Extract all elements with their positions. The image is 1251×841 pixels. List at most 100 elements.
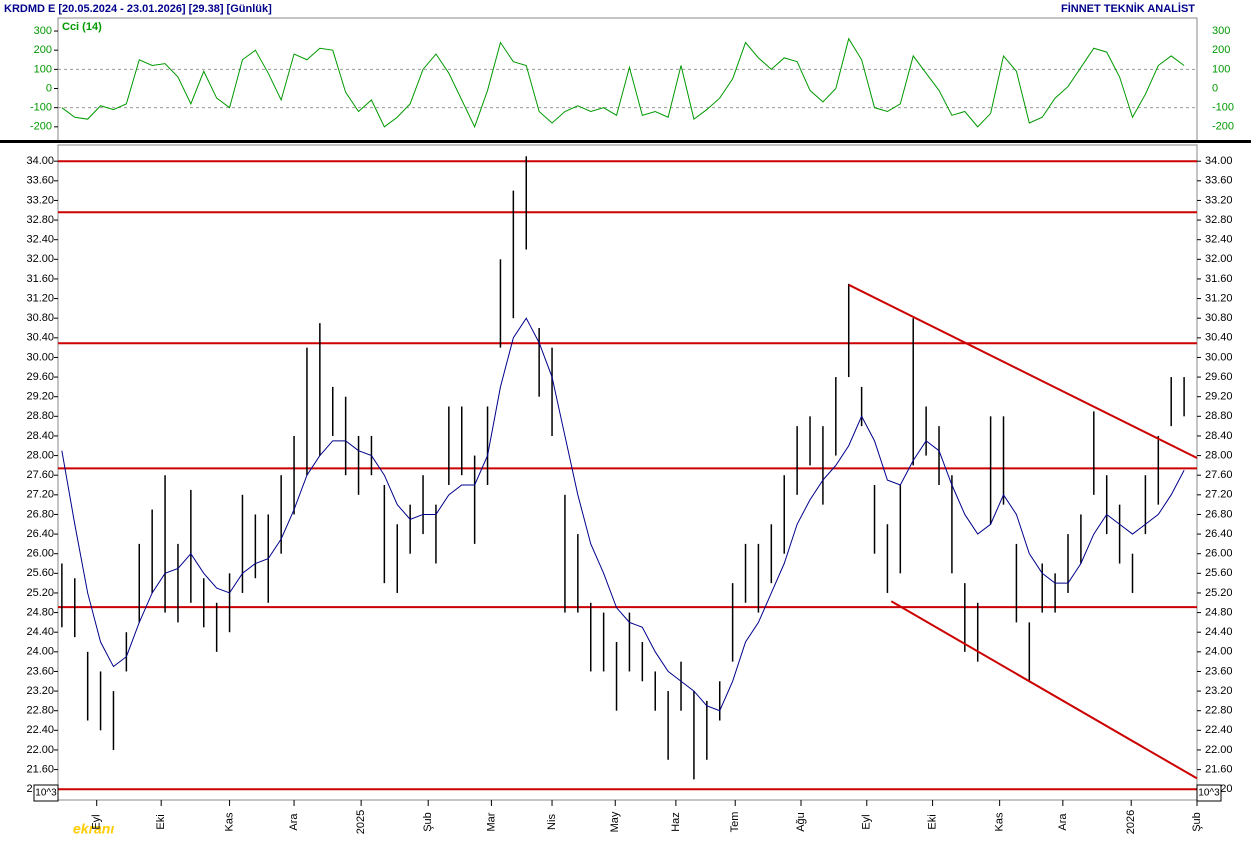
y-tick-label: -200 — [1212, 121, 1234, 133]
x-tick-label: Ara — [288, 813, 300, 831]
x-tick-label: Mar — [485, 812, 497, 831]
y-tick-label: 32.00 — [1205, 253, 1233, 265]
x-tick-label: May — [609, 811, 621, 832]
y-tick-label: 26.00 — [26, 548, 54, 560]
y-tick-label: 28.00 — [26, 449, 54, 461]
scale-label: 10^3 — [35, 788, 57, 799]
x-tick-label: Eki — [926, 814, 938, 829]
x-tick-label: Eki — [155, 814, 167, 829]
y-tick-label: -100 — [1212, 102, 1234, 114]
y-tick-label: 22.40 — [26, 724, 54, 736]
x-tick-label: Kas — [223, 812, 235, 831]
y-tick-label: 22.80 — [1205, 705, 1233, 717]
y-tick-label: 30.80 — [1205, 312, 1233, 324]
y-tick-label: 200 — [34, 44, 52, 56]
y-tick-label: 0 — [1212, 82, 1218, 94]
cci-label: Cci (14) — [62, 21, 102, 33]
y-tick-label: 24.40 — [26, 626, 54, 638]
y-tick-label: -200 — [30, 121, 52, 133]
scale-box — [33, 784, 59, 802]
y-tick-label: 27.20 — [26, 489, 54, 501]
y-tick-label: 300 — [1212, 25, 1230, 37]
y-tick-label: 32.40 — [26, 234, 54, 246]
x-tick-label: Şub — [1191, 812, 1203, 832]
y-tick-label: 24.00 — [26, 646, 54, 658]
y-tick-label: 23.20 — [26, 685, 54, 697]
y-tick-label: 28.80 — [26, 410, 54, 422]
y-tick-label: 23.20 — [1205, 685, 1233, 697]
y-tick-label: 0 — [46, 82, 52, 94]
x-tick-label: Haz — [670, 812, 682, 832]
y-tick-label: 21.60 — [1205, 763, 1233, 775]
x-tick-label: Eyl — [861, 814, 873, 829]
y-tick-label: 22.80 — [26, 705, 54, 717]
y-tick-label: 33.20 — [26, 194, 54, 206]
y-tick-label: 29.20 — [1205, 391, 1233, 403]
y-tick-label: 31.20 — [1205, 292, 1233, 304]
y-tick-label: 32.80 — [1205, 214, 1233, 226]
x-tick-label: 2025 — [355, 810, 367, 834]
x-tick-label: Eyl — [91, 814, 103, 829]
trend-line — [890, 600, 1198, 780]
y-tick-label: 31.60 — [26, 273, 54, 285]
y-tick-label: 28.40 — [1205, 430, 1233, 442]
panel-divider — [0, 140, 1251, 143]
y-tick-label: 300 — [34, 25, 52, 37]
x-tick-label: Nis — [546, 814, 558, 830]
y-tick-label: 32.40 — [1205, 234, 1233, 246]
y-tick-label: 23.60 — [1205, 665, 1233, 677]
y-tick-label: 33.20 — [1205, 194, 1233, 206]
y-tick-label: 25.20 — [1205, 587, 1233, 599]
y-tick-label: 30.80 — [26, 312, 54, 324]
y-tick-label: 33.60 — [1205, 175, 1233, 187]
x-tick-label: Kas — [994, 812, 1006, 831]
y-tick-label: 24.00 — [1205, 646, 1233, 658]
x-tick-label: Ara — [1057, 813, 1069, 831]
y-tick-label: 22.40 — [1205, 724, 1233, 736]
y-tick-label: 100 — [1212, 63, 1230, 75]
y-tick-label: 34.00 — [1205, 155, 1233, 167]
y-tick-label: 24.80 — [1205, 606, 1233, 618]
cci-line — [61, 37, 1185, 129]
y-tick-label: 27.60 — [1205, 469, 1233, 481]
y-tick-label: 25.20 — [26, 587, 54, 599]
y-tick-label: 24.40 — [1205, 626, 1233, 638]
price-frame — [57, 144, 1198, 801]
x-tick-label: Ağu — [795, 812, 807, 832]
scale-box — [1196, 784, 1222, 802]
y-tick-label: 27.20 — [1205, 489, 1233, 501]
y-tick-label: 27.60 — [26, 469, 54, 481]
y-tick-label: 30.00 — [26, 351, 54, 363]
scale-label: 10^3 — [1198, 788, 1220, 799]
y-tick-label: 32.80 — [26, 214, 54, 226]
y-tick-label: 26.40 — [1205, 528, 1233, 540]
y-tick-label: 28.80 — [1205, 410, 1233, 422]
y-tick-label: -100 — [30, 102, 52, 114]
y-tick-label: 26.80 — [1205, 508, 1233, 520]
y-tick-label: 28.40 — [26, 430, 54, 442]
y-tick-label: 30.40 — [1205, 332, 1233, 344]
moving-average — [61, 317, 1185, 712]
x-tick-label: 2026 — [1125, 810, 1137, 834]
y-tick-label: 26.00 — [1205, 548, 1233, 560]
y-tick-label: 24.80 — [26, 606, 54, 618]
y-tick-label: 200 — [1212, 44, 1230, 56]
y-tick-label: 26.40 — [26, 528, 54, 540]
y-tick-label: 25.60 — [1205, 567, 1233, 579]
x-tick-label: Şub — [422, 812, 434, 832]
y-tick-label: 21.60 — [26, 763, 54, 775]
y-tick-label: 34.00 — [26, 155, 54, 167]
y-tick-label: 32.00 — [26, 253, 54, 265]
trend-line — [848, 283, 1198, 459]
y-tick-label: 28.00 — [1205, 449, 1233, 461]
y-tick-label: 30.40 — [26, 332, 54, 344]
y-tick-label: 100 — [34, 63, 52, 75]
y-tick-label: 29.20 — [26, 391, 54, 403]
y-tick-label: 23.60 — [26, 665, 54, 677]
y-tick-label: 33.60 — [26, 175, 54, 187]
logo: ekranı — [73, 821, 114, 837]
y-tick-label: 31.20 — [26, 292, 54, 304]
x-tick-label: Tem — [729, 812, 741, 833]
